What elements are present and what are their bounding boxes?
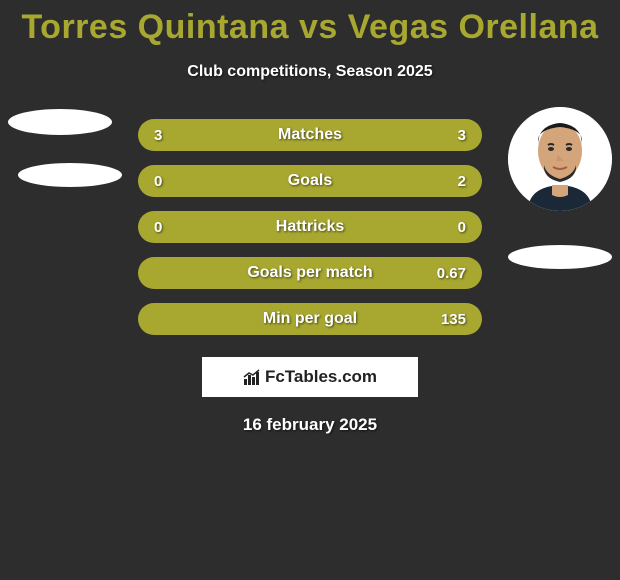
stat-label: Goals per match bbox=[247, 264, 372, 282]
comparison-subtitle: Club competitions, Season 2025 bbox=[0, 63, 620, 81]
stat-value-right: 135 bbox=[436, 311, 466, 328]
stat-bar: 0 Goals 2 bbox=[138, 165, 482, 197]
stat-label: Matches bbox=[278, 126, 342, 144]
player-left-ellipse-1 bbox=[8, 109, 112, 135]
player-right-ellipse bbox=[508, 245, 612, 269]
stat-value-right: 2 bbox=[436, 173, 466, 190]
stat-value-left: 0 bbox=[154, 173, 184, 190]
stat-value-right: 3 bbox=[436, 127, 466, 144]
chart-icon bbox=[243, 368, 261, 386]
logo-content: FcTables.com bbox=[243, 367, 377, 387]
stat-bar: 3 Matches 3 bbox=[138, 119, 482, 151]
player-right-avatar bbox=[508, 107, 612, 211]
stat-bar: Min per goal 135 bbox=[138, 303, 482, 335]
stat-row-hattricks: 0 Hattricks 0 bbox=[0, 211, 620, 243]
stat-label: Goals bbox=[288, 172, 332, 190]
stat-bar: 0 Hattricks 0 bbox=[138, 211, 482, 243]
stat-bar: Goals per match 0.67 bbox=[138, 257, 482, 289]
comparison-title: Torres Quintana vs Vegas Orellana bbox=[0, 8, 620, 47]
player-face-icon bbox=[508, 107, 612, 211]
comparison-container: Torres Quintana vs Vegas Orellana Club c… bbox=[0, 0, 620, 435]
stat-value-left: 3 bbox=[154, 127, 184, 144]
logo-text: FcTables.com bbox=[265, 367, 377, 387]
stat-value-left: 0 bbox=[154, 219, 184, 236]
stat-value-right: 0 bbox=[436, 219, 466, 236]
stat-label: Hattricks bbox=[276, 218, 344, 236]
date-text: 16 february 2025 bbox=[0, 415, 620, 435]
stat-row-min-per-goal: Min per goal 135 bbox=[0, 303, 620, 335]
player-left-ellipse-2 bbox=[18, 163, 122, 187]
stats-area: 3 Matches 3 0 Goals 2 0 Hattricks 0 Goal… bbox=[0, 119, 620, 335]
player-right-avatar-wrap bbox=[508, 107, 612, 211]
logo-box[interactable]: FcTables.com bbox=[202, 357, 418, 397]
stat-label: Min per goal bbox=[263, 310, 357, 328]
stat-value-right: 0.67 bbox=[436, 265, 466, 282]
